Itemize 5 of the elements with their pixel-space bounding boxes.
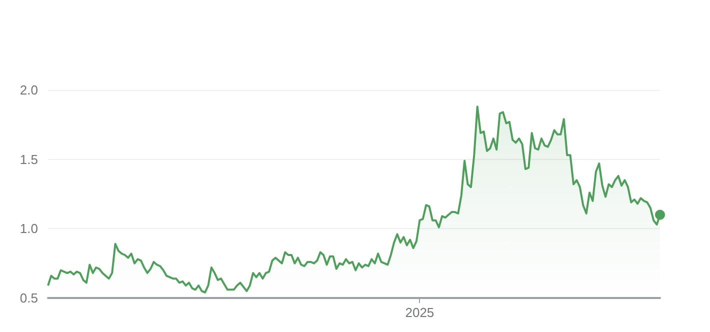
y-tick-label: 1.0 — [20, 221, 38, 236]
y-tick-label: 2.0 — [20, 82, 38, 98]
x-tick-label: 2025 — [405, 305, 434, 320]
y-tick-label: 0.5 — [20, 290, 38, 306]
y-tick-label: 1.5 — [20, 152, 38, 167]
